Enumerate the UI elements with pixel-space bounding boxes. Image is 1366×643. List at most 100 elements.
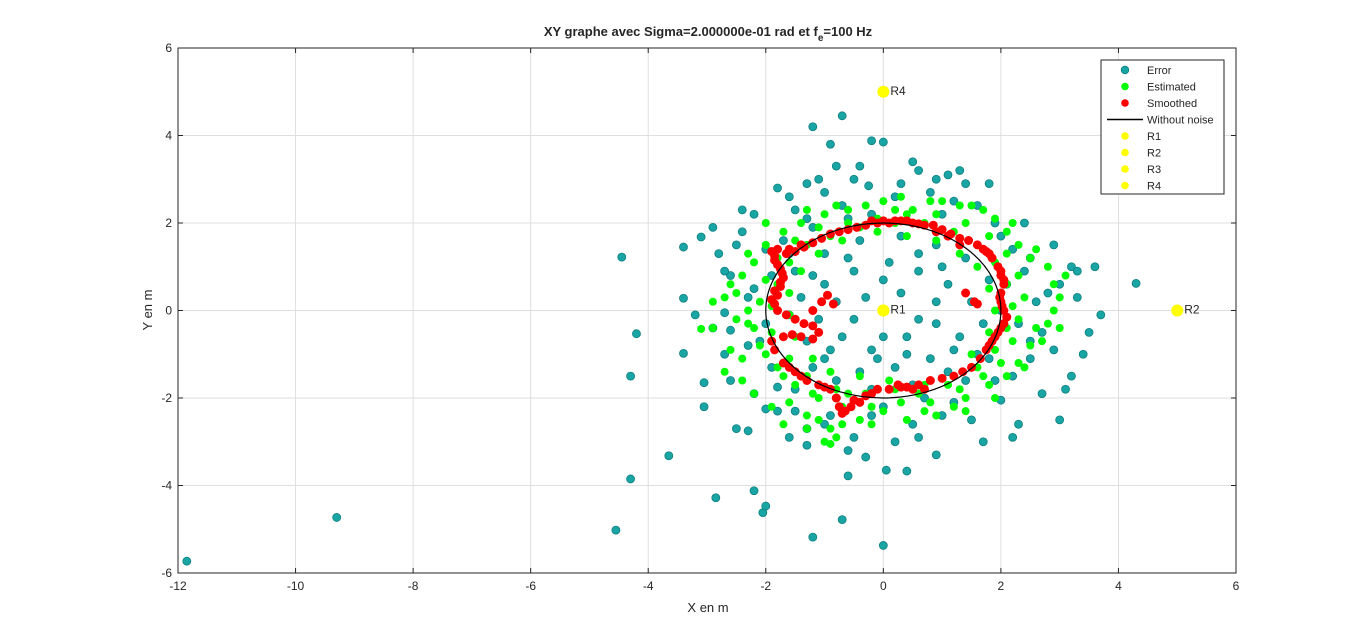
estimated-point [1014,240,1023,249]
error-point [1049,240,1059,250]
error-point [1031,297,1041,307]
error-point [743,426,753,436]
chart-title-suffix: =100 Hz [823,24,872,39]
legend-item-error[interactable]: Error [1120,65,1172,77]
error-point [820,419,829,429]
smoothed-point [781,310,791,320]
estimated-point [1061,271,1070,280]
smoothed-point [778,332,788,342]
receiver-label-r1: R1 [890,303,906,317]
error-point [332,513,342,522]
smoothed-point [787,330,797,340]
smoothed-point [908,384,918,394]
x-tick-label: -12 [169,579,187,593]
error-point [878,541,888,550]
error-point [931,297,941,307]
error-point [955,166,965,175]
estimated-point [1032,245,1041,254]
error-point [849,432,859,442]
error-point [1067,371,1076,381]
error-point [1055,415,1065,425]
error-point [881,465,891,475]
estimated-point [855,415,864,424]
error-point [690,310,700,320]
estimated-point [1002,249,1011,258]
error-point [902,349,912,359]
error-point [731,240,741,250]
error-point [826,345,835,355]
error-point [1096,310,1106,320]
estimated-point [973,262,982,271]
error-point [773,183,782,193]
error-point [726,271,735,280]
error-point [1043,288,1053,298]
smoothed-point [878,216,888,226]
error-point [908,157,918,167]
estimated-point [932,411,941,420]
estimated-point [991,214,1000,223]
error-point [843,253,853,263]
error-point [820,279,829,289]
estimated-point [979,205,988,214]
legend-item-r4[interactable]: R4 [1121,181,1161,193]
estimated-point [732,289,741,297]
error-point [773,406,782,416]
legend-item-r3[interactable]: R3 [1121,164,1161,176]
smoothed-point [840,406,850,416]
error-point [632,329,641,339]
legend-item-without-noise[interactable]: Without noise [1107,115,1214,127]
error-point [761,501,771,511]
estimated-point [814,223,823,232]
error-point [967,415,976,425]
estimated-point [761,350,770,359]
legend-label: R4 [1147,181,1161,193]
estimated-point [861,201,870,210]
y-tick-label: 2 [165,216,172,230]
error-point [714,249,724,259]
error-point [820,187,829,197]
smoothed-point [955,233,965,243]
smoothed-point [773,306,783,315]
smoothed-point [784,362,794,372]
estimated-point [820,210,829,219]
error-point [720,349,730,359]
smoothed-point [808,321,818,331]
legend-item-estimated[interactable]: Estimated [1121,82,1196,94]
estimated-point [867,420,876,429]
error-point [961,376,971,385]
estimated-point [738,271,747,280]
error-point [1008,432,1018,442]
legend-dot-swatch [1121,165,1129,173]
smoothed-point [997,301,1007,311]
estimated-point [985,380,994,389]
error-point [943,170,953,180]
estimated-point [902,415,911,424]
legend-item-smoothed[interactable]: Smoothed [1121,98,1197,110]
error-point [808,362,818,372]
error-point [699,378,709,388]
legend-label: Smoothed [1147,98,1197,110]
estimated-point [750,258,759,267]
error-point [737,227,747,237]
error-point [784,432,794,442]
y-ticks: -6 -4 -2 0 2 4 6 [161,41,1236,580]
error-point [1014,419,1023,429]
error-point [1049,345,1059,355]
estimated-point [785,258,794,267]
estimated-point [791,236,800,245]
error-point [896,288,906,298]
error-point [814,314,824,324]
y-tick-label: 4 [165,129,172,143]
error-point [914,249,923,259]
legend[interactable]: Error Estimated Smoothed Without noise R1 R2 R… [1100,59,1225,195]
error-point [1037,327,1047,337]
smoothed-point [828,299,838,309]
legend-item-r1[interactable]: R1 [1121,131,1161,143]
error-point [884,257,894,267]
error-point [743,341,753,350]
legend-item-r2[interactable]: R2 [1121,148,1161,160]
estimated-point [979,372,988,381]
x-tick-label: -8 [408,579,419,593]
error-point [790,406,800,416]
